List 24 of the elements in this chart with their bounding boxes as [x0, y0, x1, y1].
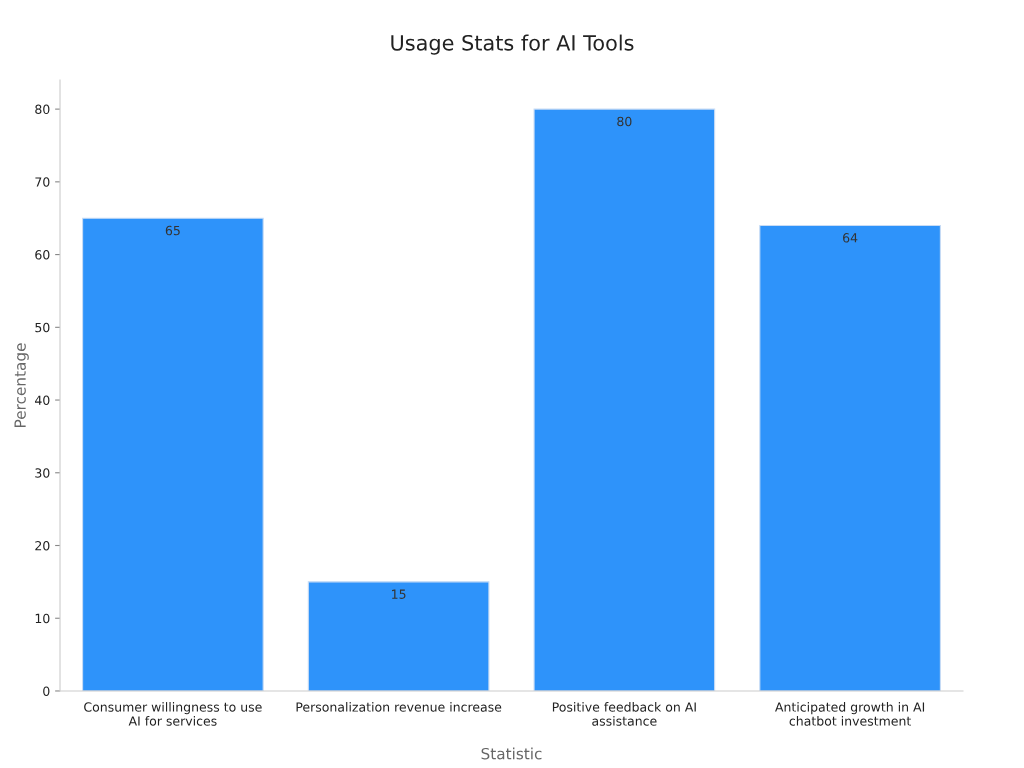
x-axis-title: Statistic — [481, 747, 542, 760]
bar — [759, 224, 941, 691]
y-tick-label: 20 — [35, 540, 50, 551]
y-tick-label: 80 — [35, 104, 50, 115]
data-label: 65 — [165, 225, 180, 236]
y-tick-label: 0 — [43, 686, 50, 696]
y-tick-label: 40 — [34, 395, 50, 405]
x-tick-label: Personalization revenue increase — [296, 702, 502, 712]
bar — [307, 581, 490, 691]
bar — [533, 108, 716, 691]
y-tick-label: 50 — [35, 322, 50, 333]
data-label: 64 — [843, 233, 858, 243]
x-tick-label: Anticipated growth in AI chatbot investment — [775, 702, 925, 726]
data-label: 80 — [617, 116, 632, 127]
x-tick-label: Positive feedback on AI assistance — [552, 702, 696, 726]
y-tick-label: 30 — [35, 468, 50, 478]
bar — [82, 217, 264, 691]
y-tick-label: 70 — [35, 177, 50, 187]
chart-title: Usage Stats for AI Tools — [391, 34, 634, 55]
x-tick-label: Consumer willingness to use AI for services — [84, 702, 262, 726]
y-axis-title: Percentage — [14, 343, 29, 427]
y-tick-label: 10 — [35, 613, 50, 624]
y-tick-label: 60 — [35, 250, 50, 260]
data-label: 15 — [392, 589, 406, 599]
